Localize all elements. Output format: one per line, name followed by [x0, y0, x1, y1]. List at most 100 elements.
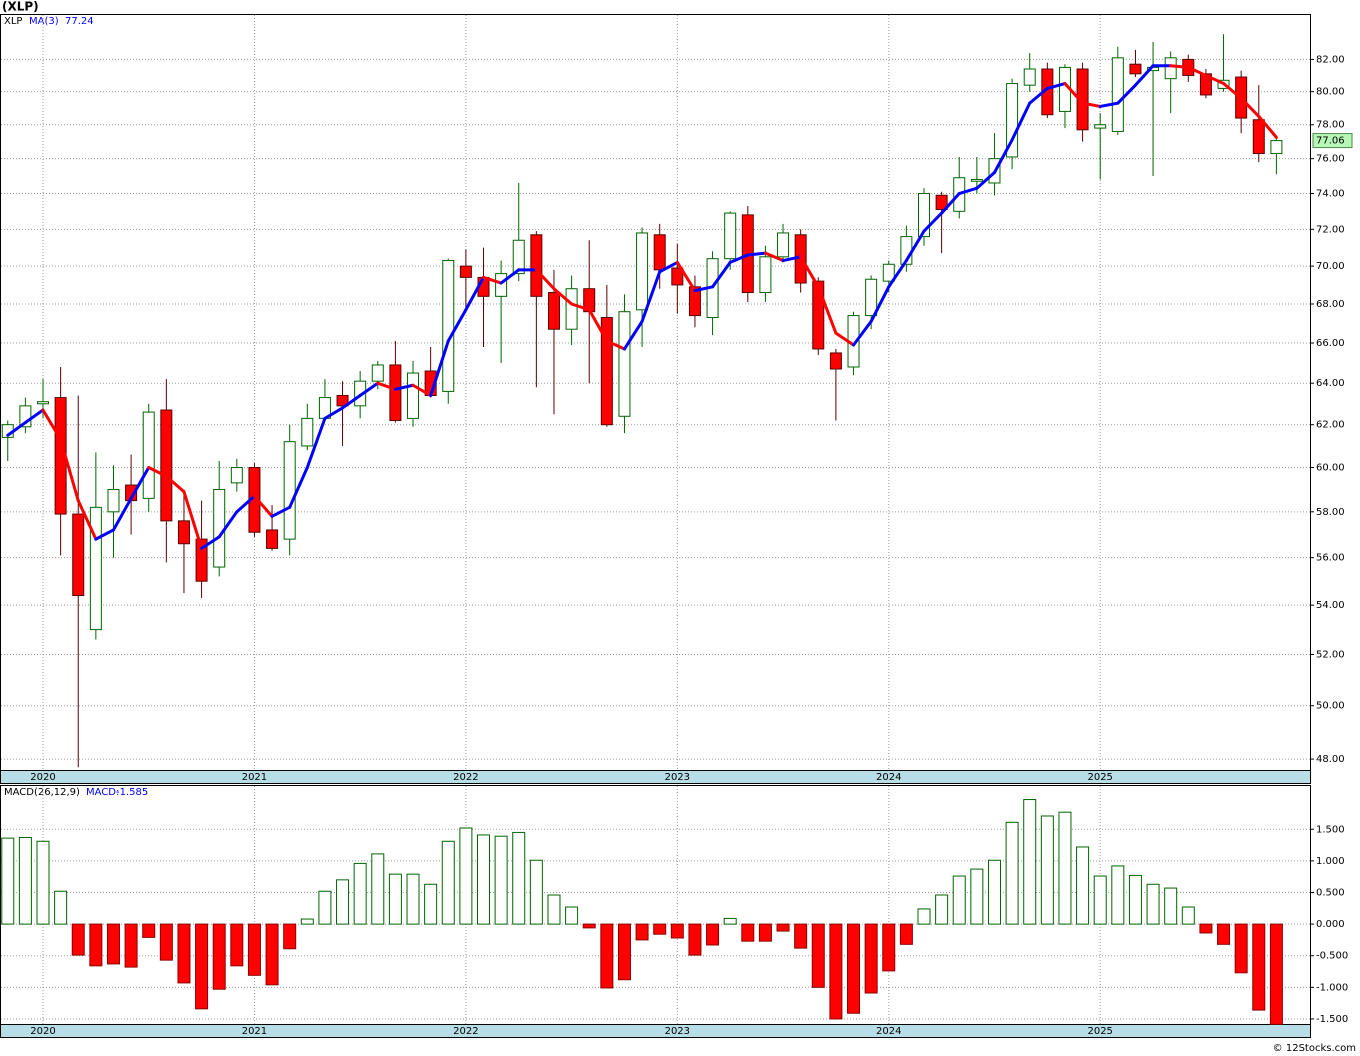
macd-bar — [917, 908, 931, 925]
macd-bar — [1, 837, 15, 925]
ma-segment — [834, 331, 856, 347]
legend-symbol: XLP — [4, 16, 22, 27]
macd-bar — [776, 923, 790, 932]
candle-body — [759, 256, 772, 294]
ma-segment — [1186, 65, 1208, 77]
candle-body — [19, 405, 32, 428]
ma-segment — [1045, 82, 1067, 90]
legend-ma: MA(3) — [29, 16, 59, 27]
macd-bar — [565, 906, 579, 925]
macd-bar — [1252, 923, 1266, 1011]
candle-body — [547, 292, 560, 330]
ma-segment — [1116, 83, 1137, 105]
y-tick-label: 72.00 — [1316, 224, 1345, 235]
candle-body — [829, 352, 842, 370]
ma-segment — [393, 383, 415, 391]
macd-bar — [159, 923, 173, 961]
ma-segment — [464, 275, 485, 312]
candle-body — [935, 194, 948, 211]
ma-segment — [376, 381, 397, 391]
ma-segment — [94, 528, 115, 541]
ma-segment — [200, 535, 221, 550]
candle-body — [688, 286, 701, 317]
candle-body — [195, 538, 208, 582]
candle-body — [336, 395, 349, 407]
ma-segment — [693, 285, 715, 293]
y-tick-label: 0.500 — [1316, 887, 1345, 898]
ma-segment — [799, 255, 820, 289]
ma-segment — [587, 308, 609, 343]
candle-body — [407, 372, 420, 419]
macd-bar — [1040, 815, 1054, 925]
macd-bar — [529, 859, 543, 925]
y-tick-label: 78.00 — [1316, 120, 1345, 131]
date-strip — [0, 770, 1311, 784]
ma-segment — [6, 421, 27, 437]
macd-bar — [177, 923, 191, 984]
ma-segment — [252, 494, 274, 518]
macd-bar — [1234, 923, 1248, 974]
ma-segment — [1098, 101, 1120, 108]
ma-segment — [640, 270, 662, 323]
ma-segment — [570, 302, 591, 312]
candle-body — [389, 364, 402, 421]
ma-segment — [147, 466, 168, 478]
macd-bar — [36, 840, 50, 925]
macd-bar — [882, 923, 896, 972]
y-tick-label: 48.00 — [1316, 754, 1345, 765]
candle-body — [530, 234, 543, 297]
macd-bar — [477, 834, 490, 925]
ma-segment — [940, 192, 961, 215]
macd-bar — [142, 923, 156, 938]
y-tick-label: 68.00 — [1316, 299, 1345, 310]
macd-bar — [582, 923, 596, 929]
ma-segment — [852, 319, 873, 347]
candle-body — [1023, 68, 1036, 86]
ma-segment — [217, 510, 239, 539]
candle-body — [865, 278, 878, 317]
ma-segment — [1081, 101, 1102, 108]
ma-segment — [1169, 64, 1190, 69]
macd-bar — [195, 923, 209, 1010]
macd-bar — [283, 923, 297, 950]
macd-bar — [1128, 874, 1142, 925]
ma-segment — [1010, 101, 1032, 142]
candle-body — [1111, 57, 1124, 132]
candle-body — [459, 265, 472, 278]
ma-segment — [358, 381, 380, 398]
candle-body — [1252, 119, 1265, 155]
candle-body — [1094, 124, 1107, 129]
ma-segment — [76, 499, 98, 541]
legend-macd-value: -1.585 — [116, 787, 148, 798]
macd-bar — [741, 923, 755, 942]
candle-body — [177, 520, 190, 545]
macd-bar — [1058, 811, 1072, 925]
ma-segment — [341, 394, 362, 410]
y-tick-label: 1.500 — [1316, 824, 1345, 835]
macd-bar — [811, 923, 825, 988]
candle-body — [354, 380, 367, 407]
ma-segment — [1239, 96, 1261, 118]
last-price-box — [1312, 133, 1353, 149]
candle-body — [89, 506, 102, 631]
y-tick-label: 60.00 — [1316, 463, 1345, 474]
macd-bar — [688, 923, 702, 956]
candle-body — [266, 529, 279, 549]
candle-body — [283, 441, 296, 540]
candle-body — [882, 263, 895, 282]
ma-segment — [675, 260, 697, 293]
macd-bar — [864, 923, 878, 994]
ma-segment — [728, 253, 750, 264]
candle-body — [1076, 68, 1089, 131]
macd-bar — [617, 923, 631, 981]
ma-segment — [446, 308, 468, 343]
ma-segment — [182, 490, 204, 550]
candle-body — [636, 232, 649, 311]
ma-segment — [23, 408, 45, 425]
candle-body — [565, 288, 578, 330]
macd-bar — [1005, 821, 1019, 925]
ma-segment — [658, 260, 679, 274]
candle-body — [512, 239, 525, 275]
macd-bar — [670, 923, 684, 939]
